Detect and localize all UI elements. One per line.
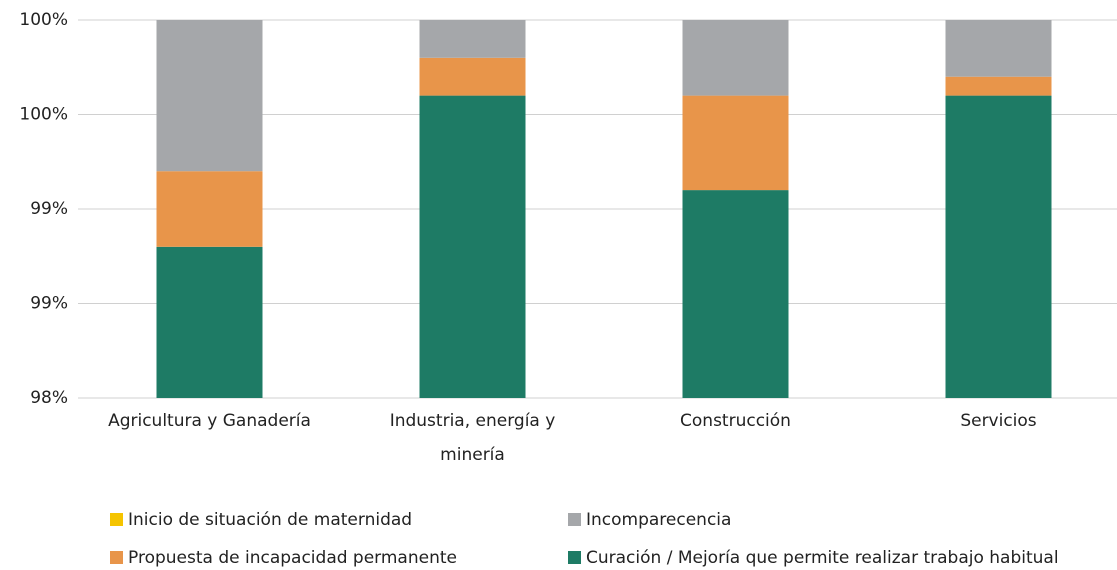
legend-swatch bbox=[110, 513, 123, 526]
bar-segment bbox=[682, 95, 789, 191]
bar-segment bbox=[419, 57, 526, 96]
bar-segment bbox=[419, 20, 526, 58]
y-tick-label: 100% bbox=[19, 10, 68, 30]
y-tick-label: 98% bbox=[30, 388, 68, 408]
legend-swatch bbox=[568, 513, 581, 526]
legend-label: Inicio de situación de maternidad bbox=[128, 510, 412, 530]
legend-label: Incomparecencia bbox=[586, 510, 731, 530]
x-tick-label: Agricultura y Ganadería bbox=[108, 411, 311, 431]
legend-swatch bbox=[110, 551, 123, 564]
bar-segment bbox=[156, 246, 263, 398]
x-tick-label: Construcción bbox=[680, 411, 791, 431]
legend-label: Propuesta de incapacidad permanente bbox=[128, 548, 457, 568]
bar-segment bbox=[682, 190, 789, 398]
x-tick-label-line: Industria, energía y bbox=[390, 411, 556, 431]
legend-item: Incomparecencia bbox=[568, 510, 731, 530]
y-tick-label: 100% bbox=[19, 105, 68, 125]
legend-item: Inicio de situación de maternidad bbox=[110, 510, 412, 530]
bar-segment bbox=[945, 76, 1052, 96]
legend-label: Curación / Mejoría que permite realizar … bbox=[586, 548, 1059, 568]
bar-segment bbox=[945, 20, 1052, 77]
legend-swatch bbox=[568, 551, 581, 564]
y-tick-label: 99% bbox=[30, 199, 68, 219]
x-tick-label-line: minería bbox=[440, 445, 505, 465]
bar-segment bbox=[156, 20, 263, 172]
x-tick-label: Servicios bbox=[960, 411, 1036, 431]
bar-segment bbox=[945, 95, 1052, 398]
legend-item: Curación / Mejoría que permite realizar … bbox=[568, 548, 1059, 568]
bar-segment bbox=[682, 20, 789, 96]
bar-segment bbox=[419, 95, 526, 398]
bar-segment bbox=[156, 171, 263, 247]
y-tick-label: 99% bbox=[30, 294, 68, 314]
legend-item: Propuesta de incapacidad permanente bbox=[110, 548, 457, 568]
x-tick-label: Industria, energía y minería bbox=[390, 411, 556, 465]
